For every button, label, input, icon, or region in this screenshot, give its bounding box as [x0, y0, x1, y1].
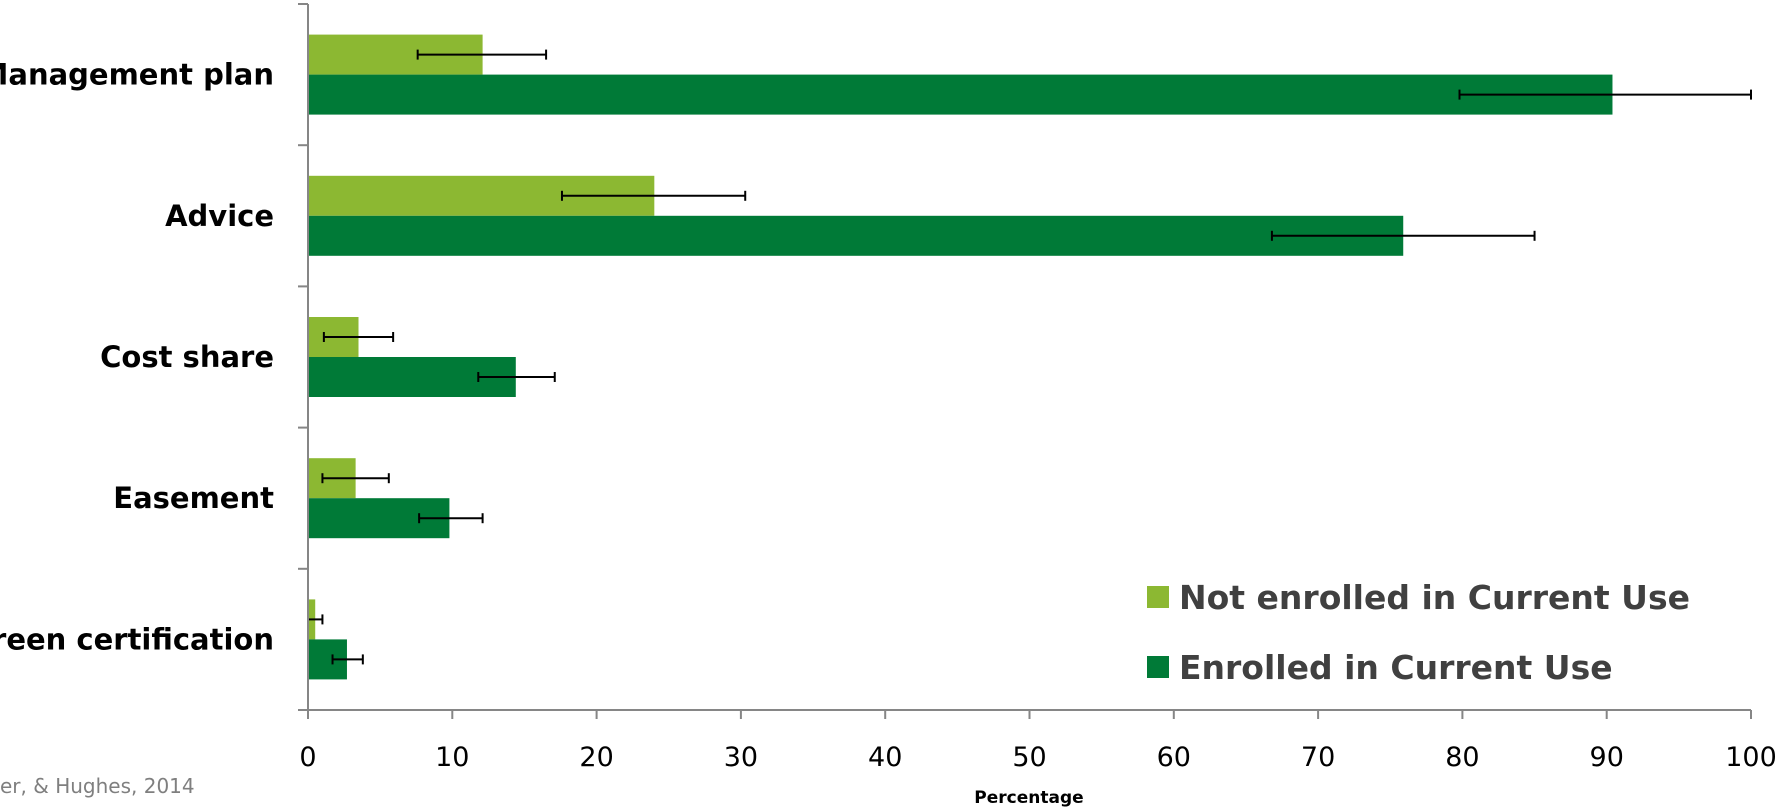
category-label-2: Cost share — [100, 340, 274, 374]
x-tick-label-10: 100 — [1725, 742, 1777, 773]
error-bar-enrolled-0 — [1458, 89, 1752, 100]
error-bar-enrolled-3 — [418, 513, 484, 524]
legend-label: Not enrolled in Current Use — [1179, 578, 1690, 617]
x-tick-label-3: 30 — [724, 742, 758, 773]
x-tick-label-7: 70 — [1301, 742, 1335, 773]
error-bar-not-enrolled-1 — [560, 190, 747, 201]
error-bar-enrolled-1 — [1270, 230, 1536, 241]
error-bar-not-enrolled-2 — [322, 332, 395, 342]
legend: Not enrolled in Current Use Enrolled in C… — [1147, 578, 1690, 687]
category-label-1: Advice — [165, 199, 274, 233]
legend-item-enrolled: Enrolled in Current Use — [1147, 648, 1613, 687]
x-tick-label-6: 60 — [1157, 742, 1191, 773]
bar-enrolled-1 — [308, 215, 1404, 256]
x-tick-label-4: 40 — [868, 742, 902, 773]
error-bar-not-enrolled-3 — [321, 473, 390, 484]
error-bar-enrolled-2 — [477, 372, 556, 382]
error-bars-layer — [307, 49, 1752, 665]
category-label-3: Easement — [113, 481, 274, 515]
legend-item-not-enrolled: Not enrolled in Current Use — [1147, 578, 1690, 617]
error-bar-not-enrolled-0 — [416, 49, 548, 60]
category-label-0: Management plan — [0, 58, 274, 92]
legend-label: Enrolled in Current Use — [1179, 648, 1613, 687]
x-tick-label-8: 80 — [1445, 742, 1479, 773]
x-tick-label-2: 20 — [579, 742, 613, 773]
axes-layer — [298, 3, 1752, 719]
x-tick-label-0: 0 — [299, 742, 316, 773]
legend-swatch — [1147, 656, 1169, 678]
error-bar-enrolled-4 — [331, 654, 364, 665]
bar-enrolled-0 — [308, 74, 1613, 115]
source-note: er, & Hughes, 2014 — [0, 774, 195, 798]
x-tick-label-9: 90 — [1590, 742, 1624, 773]
legend-swatch — [1147, 586, 1169, 608]
category-labels: Management plan Advice Cost share Easement G… — [0, 58, 274, 657]
category-label-4: Green certification — [0, 622, 274, 656]
x-tick-label-1: 10 — [435, 742, 469, 773]
x-tick-label-5: 50 — [1012, 742, 1046, 773]
tick-labels: 0 10 20 30 40 50 60 70 80 90 100 — [299, 742, 1776, 773]
x-axis-title: Percentage — [974, 788, 1083, 807]
